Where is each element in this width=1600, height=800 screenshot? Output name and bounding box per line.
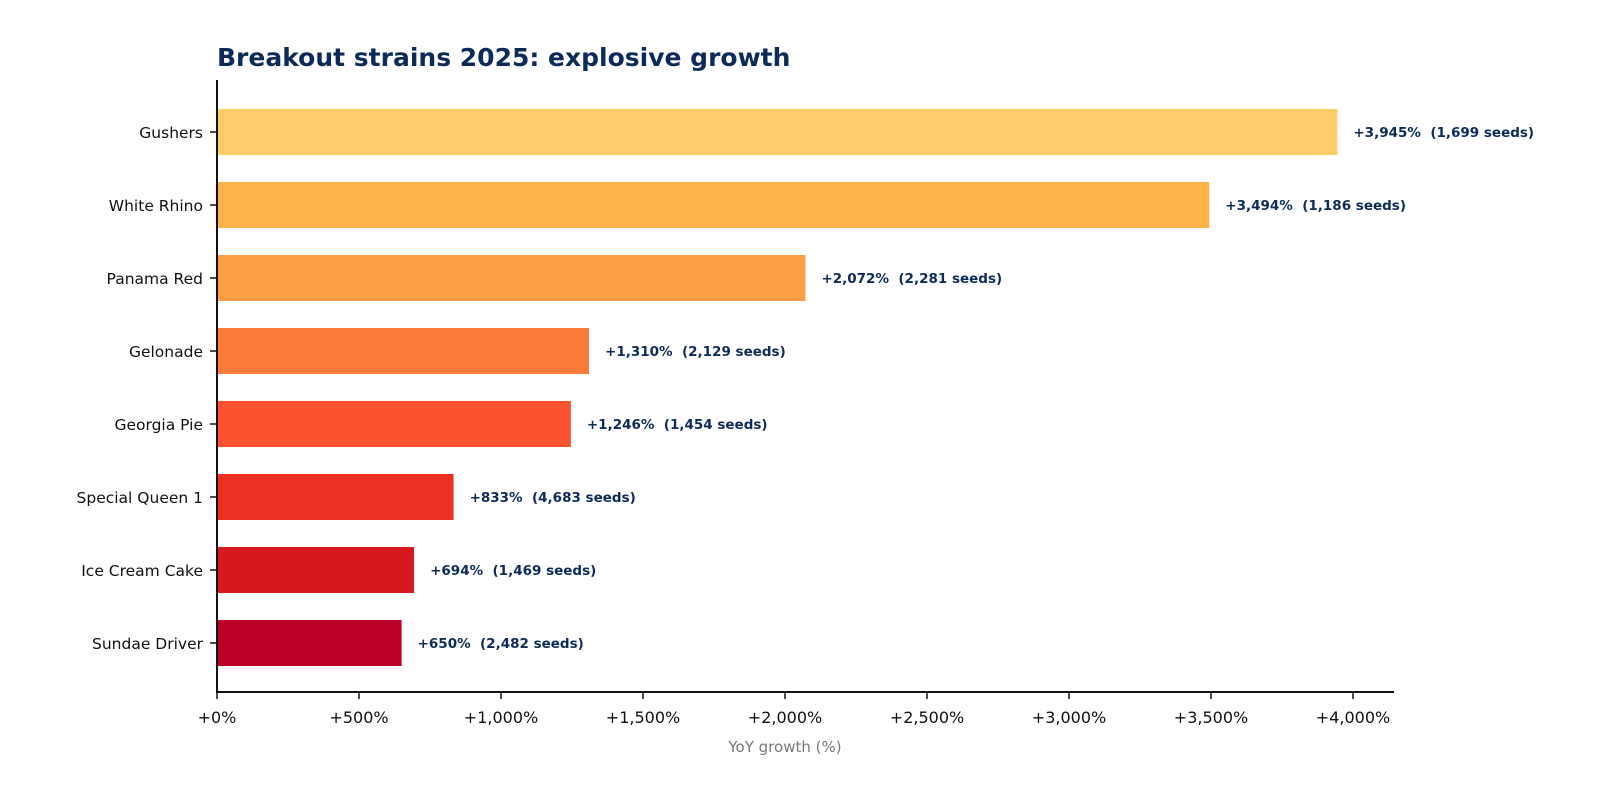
- bar: [217, 620, 402, 666]
- y-tick-label: Special Queen 1: [77, 489, 203, 507]
- y-tick-label: Ice Cream Cake: [81, 562, 203, 580]
- y-tick-label: Sundae Driver: [92, 635, 204, 653]
- x-axis-label: YoY growth (%): [727, 738, 841, 756]
- chart-title: Breakout strains 2025: explosive growth: [217, 43, 790, 72]
- x-tick-label: +1,000%: [464, 708, 538, 727]
- x-tick-label: +0%: [198, 708, 237, 727]
- y-tick-label: Georgia Pie: [114, 416, 203, 434]
- x-tick-label: +4,000%: [1316, 708, 1390, 727]
- data-label: +694% (1,469 seeds): [430, 563, 596, 579]
- bar: [217, 255, 806, 301]
- data-label: +1,310% (2,129 seeds): [605, 344, 786, 360]
- y-tick-label: Gelonade: [129, 343, 203, 361]
- x-tick-label: +1,500%: [606, 708, 680, 727]
- x-tick-label: +3,000%: [1032, 708, 1106, 727]
- x-tick-label: +2,000%: [748, 708, 822, 727]
- data-label: +3,945% (1,699 seeds): [1353, 125, 1534, 141]
- bar: [217, 328, 590, 374]
- x-tick-label: +500%: [329, 708, 388, 727]
- y-tick-label: Gushers: [139, 124, 203, 142]
- y-tick-label: Panama Red: [107, 270, 203, 288]
- data-label: +650% (2,482 seeds): [418, 636, 584, 652]
- bar: [217, 401, 571, 447]
- data-label: +2,072% (2,281 seeds): [821, 271, 1002, 287]
- bar: [217, 474, 454, 520]
- bar: [217, 547, 415, 593]
- x-tick-label: +2,500%: [890, 708, 964, 727]
- y-tick-label: White Rhino: [109, 197, 203, 215]
- bar: [217, 109, 1338, 155]
- data-label: +833% (4,683 seeds): [470, 490, 636, 506]
- data-label: +1,246% (1,454 seeds): [587, 417, 768, 433]
- data-label: +3,494% (1,186 seeds): [1225, 198, 1406, 214]
- bar: [217, 182, 1210, 228]
- x-tick-label: +3,500%: [1174, 708, 1248, 727]
